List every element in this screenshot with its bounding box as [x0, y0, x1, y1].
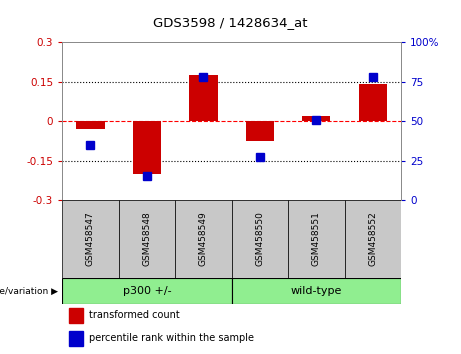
Text: GSM458547: GSM458547 — [86, 212, 95, 266]
Bar — [302, 116, 331, 121]
Bar — [62, 200, 118, 278]
Text: genotype/variation ▶: genotype/variation ▶ — [0, 287, 58, 296]
Bar — [246, 121, 274, 141]
Bar — [231, 200, 288, 278]
Text: transformed count: transformed count — [89, 310, 180, 320]
Bar — [69, 331, 83, 346]
Text: GSM458549: GSM458549 — [199, 212, 208, 266]
Bar — [133, 121, 161, 174]
Text: wild-type: wild-type — [291, 286, 342, 296]
Text: GSM458551: GSM458551 — [312, 211, 321, 267]
Bar — [189, 75, 218, 121]
Text: GDS3598 / 1428634_at: GDS3598 / 1428634_at — [153, 16, 308, 29]
Bar — [62, 278, 231, 304]
Bar — [77, 121, 105, 129]
Bar — [175, 200, 231, 278]
Text: GSM458552: GSM458552 — [368, 212, 378, 266]
Text: percentile rank within the sample: percentile rank within the sample — [89, 333, 254, 343]
Bar — [359, 85, 387, 121]
Bar — [288, 200, 344, 278]
Bar — [69, 308, 83, 323]
Text: p300 +/-: p300 +/- — [123, 286, 171, 296]
Bar — [118, 200, 175, 278]
Bar — [231, 278, 401, 304]
Bar — [344, 200, 401, 278]
Text: GSM458548: GSM458548 — [142, 212, 152, 266]
Text: GSM458550: GSM458550 — [255, 211, 265, 267]
